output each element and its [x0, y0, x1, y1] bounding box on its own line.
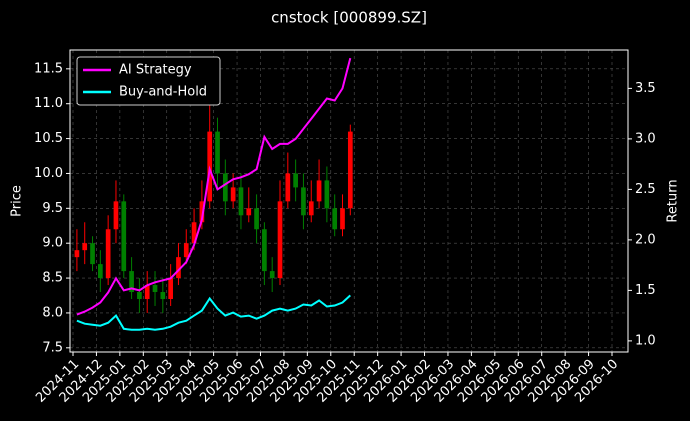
y-tick-label: 9.5 — [42, 201, 63, 216]
y-tick-label: 11.5 — [34, 61, 63, 76]
y2-axis-label: Return — [666, 179, 681, 222]
candle-body — [285, 173, 291, 202]
candle-body — [308, 201, 314, 216]
line-series — [76, 294, 351, 331]
candle-body — [269, 271, 275, 279]
plot-frame — [69, 49, 629, 353]
y-tick-label: 10.5 — [34, 131, 63, 146]
candle-body — [230, 187, 236, 202]
candle-body — [90, 243, 95, 265]
candle-body — [105, 229, 111, 279]
candle-body — [191, 222, 197, 244]
candle-body — [238, 187, 244, 216]
candle-body — [293, 173, 298, 188]
y-tick-label: 9.0 — [42, 236, 63, 251]
candle-body — [301, 187, 306, 216]
candle-body — [129, 271, 134, 293]
y2-tick-label: 2.0 — [635, 232, 656, 247]
candle-body — [176, 257, 181, 279]
candle-body — [183, 243, 189, 258]
legend-label: Buy-and-Hold — [119, 85, 207, 100]
line-series — [76, 57, 352, 316]
candle-body — [137, 292, 142, 299]
candle-body — [152, 285, 158, 293]
candle-body — [222, 173, 228, 202]
candle-body — [324, 180, 330, 209]
y2-tick-label: 2.5 — [635, 182, 656, 197]
y2-tick-label: 1.5 — [635, 283, 656, 298]
legend-box — [76, 56, 221, 106]
candle-body — [97, 264, 103, 279]
y-tick-label: 10.0 — [34, 166, 63, 181]
candle-body — [254, 208, 259, 230]
legend-label: AI Strategy — [119, 63, 192, 78]
candle-body — [199, 201, 205, 223]
candle-body — [74, 250, 80, 258]
candle-body — [340, 208, 345, 230]
y-tick-label: 8.5 — [42, 271, 63, 286]
y-tick-label: 11.0 — [34, 96, 63, 111]
candle-body — [168, 278, 173, 299]
candle-body — [262, 229, 267, 272]
candle-body — [113, 201, 119, 230]
candle-body — [215, 131, 220, 174]
y2-tick-label: 1.0 — [635, 333, 656, 348]
candle-body — [277, 201, 283, 279]
candle-body — [246, 208, 252, 216]
candle-body — [160, 292, 166, 299]
candle-body — [121, 201, 127, 272]
candle-body — [316, 180, 322, 202]
chart-title: cnstock [000899.SZ] — [271, 9, 427, 27]
y2-tick-label: 3.0 — [635, 131, 656, 146]
candle-body — [144, 285, 150, 299]
candle-body — [347, 131, 353, 209]
candle-body — [332, 208, 338, 230]
candle-body — [82, 243, 88, 251]
y-tick-label: 7.5 — [42, 340, 63, 355]
y-axis-label: Price — [10, 185, 25, 217]
y2-tick-label: 3.5 — [635, 81, 656, 96]
y-tick-label: 8.0 — [42, 305, 63, 320]
